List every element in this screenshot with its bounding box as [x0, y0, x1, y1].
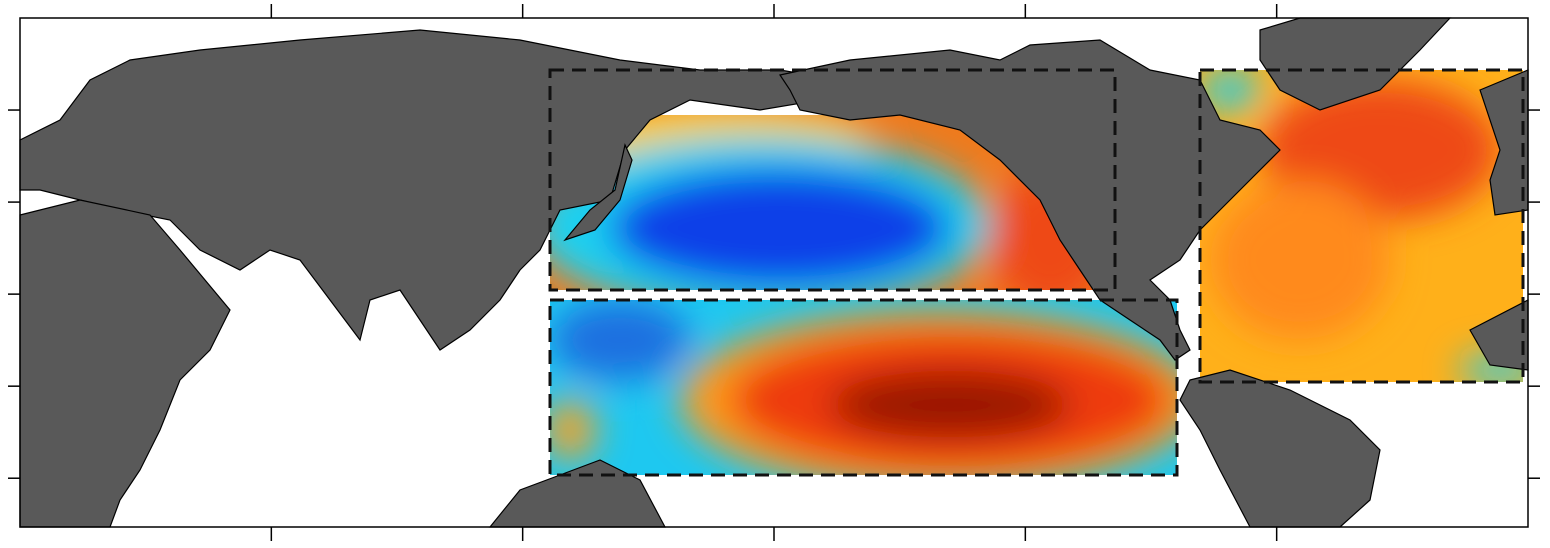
japan: [563, 143, 633, 242]
tropical-pacific-field: [550, 300, 1177, 475]
south-america: [1179, 369, 1381, 528]
north-pacific-box: [548, 68, 1117, 292]
region-boxes: [548, 68, 1525, 477]
atlantic-field: [1200, 70, 1523, 382]
ticks: [8, 4, 1540, 541]
tropical-pacific-box: [548, 298, 1179, 477]
land: [19, 17, 1529, 528]
atlantic-box: [1198, 68, 1525, 384]
eurasia: [19, 29, 842, 351]
